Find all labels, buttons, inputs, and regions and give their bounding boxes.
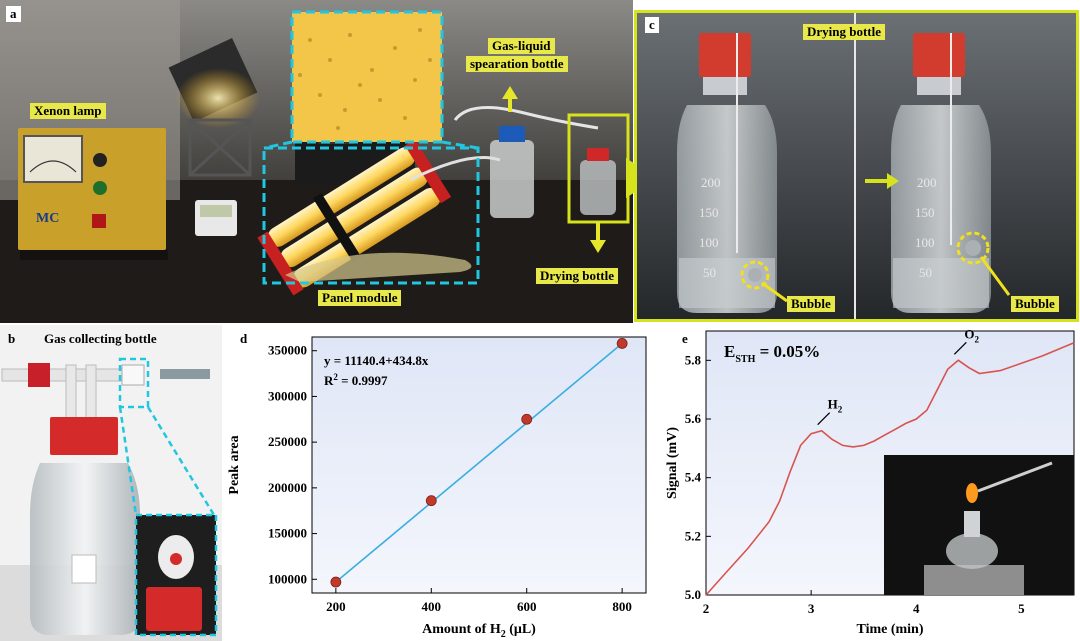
- scale-mark-100-left: 100: [699, 235, 719, 250]
- separation-bottle: [490, 140, 534, 218]
- panel-a-photo: MC: [0, 0, 633, 323]
- xlabel-sub: 2: [501, 629, 506, 640]
- inset-bottle-neck: [964, 511, 980, 537]
- annotation-main: O: [964, 326, 974, 341]
- y-tick-label-d: 350000: [268, 343, 307, 358]
- panel-c: 200 150 100 50 200 150 100 50 c Drying b…: [634, 10, 1079, 322]
- x-tick-label-d: 600: [517, 599, 537, 614]
- annotation-sub: 2: [838, 405, 843, 415]
- annotation-label-1: O2: [964, 326, 979, 344]
- drying-bottle-right: [891, 33, 991, 313]
- panel-a: MC: [0, 0, 633, 323]
- title-sub: STH: [735, 354, 755, 365]
- x-tick-label-e: 2: [703, 601, 710, 616]
- panel-e-tag: e: [678, 331, 692, 347]
- gas-collecting-title: Gas collecting bottle: [44, 331, 157, 346]
- scale-mark-200-left: 200: [701, 175, 721, 190]
- title-main: E: [724, 342, 735, 361]
- y-axis-label-d: Peak area: [227, 435, 242, 494]
- y-tick-label-e: 5.2: [685, 528, 701, 543]
- scale-mark-200-right: 200: [917, 175, 937, 190]
- panel-c-photo: [637, 13, 1076, 319]
- inset-flame: [966, 483, 978, 503]
- y-tick-label-d: 250000: [268, 434, 307, 449]
- y-tick-label-e: 5.4: [685, 470, 702, 485]
- y-tick-label-d: 300000: [268, 388, 307, 403]
- signal-line-e: [705, 341, 1075, 596]
- x-axis-label-d: Amount of H2 (μL): [422, 622, 536, 640]
- drying-bottle-left: [677, 33, 777, 313]
- data-point-d: [425, 495, 437, 507]
- xlabel-unit: (μL): [506, 622, 536, 637]
- annotation-main: H: [828, 397, 838, 412]
- gas-bottle-cap: [50, 417, 118, 455]
- panel-d: d 200 400 600 800 100000 150000 200000 250000 30…: [224, 325, 660, 641]
- inset-bottle: [946, 533, 998, 569]
- inset-base: [924, 565, 1024, 595]
- r2-sup: 2: [333, 372, 338, 382]
- r2-value: = 0.9997: [338, 373, 388, 388]
- xlabel-main: Amount of H: [422, 622, 501, 637]
- drying-bottle-label-a: Drying bottle: [536, 268, 619, 284]
- x-tick-label-d: 800: [612, 599, 632, 614]
- annotation-label-0: H2: [828, 397, 843, 415]
- y-tick-label-e: 5.6: [685, 411, 702, 426]
- gas-bottle-body: [30, 463, 140, 635]
- flame-inset-photo: [884, 455, 1074, 595]
- data-point-d: [521, 413, 533, 425]
- bubble-label-right: Bubble: [1011, 296, 1059, 312]
- gas-liquid-label-2: spearation bottle: [466, 56, 568, 72]
- title-value: = 0.05%: [755, 342, 820, 361]
- xenon-lamp-label: Xenon lamp: [30, 103, 106, 119]
- y-tick-label-d: 150000: [268, 526, 307, 541]
- lamp-brand-logo: MC: [36, 211, 59, 226]
- scale-mark-50-left: 50: [703, 265, 716, 280]
- fit-line-d: [335, 342, 623, 583]
- panel-b-tag: b: [8, 331, 16, 346]
- x-tick-label-d: 400: [422, 599, 442, 614]
- r2-main: R: [324, 373, 334, 388]
- bubble-label-left: Bubble: [787, 296, 835, 312]
- y-tick-label-d: 100000: [268, 571, 307, 586]
- panel-b-photo: [0, 325, 222, 641]
- drying-bottle-small: [580, 160, 616, 215]
- scale-mark-50-right: 50: [919, 265, 932, 280]
- annotation-arrow-1: [953, 341, 967, 355]
- panel-module-label: Panel module: [318, 290, 402, 306]
- equation-text: y = 11140.4+434.8x: [324, 353, 429, 368]
- y-tick-label-e: 5.0: [685, 587, 701, 602]
- y-tick-label-d: 200000: [268, 480, 307, 495]
- panel-c-tag: c: [645, 17, 659, 33]
- data-point-d: [330, 576, 342, 588]
- plot-area-d: [311, 336, 647, 594]
- gas-liquid-label-1: Gas-liquid: [488, 38, 555, 54]
- panel-e: e 2 3 4 5 5.0 5.2 5.4 5.6 5.8 H2 O2 ESTH = 0.05% Tim…: [662, 325, 1080, 641]
- y-axis-label-e: Signal (mV): [665, 427, 680, 499]
- annotation-arrow-0: [817, 412, 831, 426]
- x-tick-label-e: 4: [913, 601, 920, 616]
- chart-d: 200 400 600 800 100000 150000 200000 250000 3000…: [227, 336, 647, 640]
- panel-b: b Gas collecting bottle: [0, 325, 222, 641]
- panel-a-tag: a: [6, 6, 21, 22]
- x-tick-label-e: 5: [1018, 601, 1025, 616]
- x-tick-label-e: 3: [808, 601, 815, 616]
- inset-syringe: [977, 461, 1053, 493]
- scale-mark-150-right: 150: [915, 205, 935, 220]
- x-axis-label-e: Time (min): [856, 622, 923, 637]
- panel-module-tubes: [257, 139, 472, 296]
- data-point-d: [616, 337, 628, 349]
- scale-mark-100-right: 100: [915, 235, 935, 250]
- scale-mark-150-left: 150: [699, 205, 719, 220]
- annotation-sub: 2: [974, 334, 979, 344]
- r2-text: R2 = 0.9997: [324, 372, 388, 388]
- efficiency-title: ESTH = 0.05%: [724, 342, 820, 365]
- x-tick-label-d: 200: [326, 599, 346, 614]
- y-tick-label-e: 5.8: [685, 352, 702, 367]
- panel-d-tag: d: [236, 331, 252, 347]
- drying-bottle-title-c: Drying bottle: [803, 24, 886, 40]
